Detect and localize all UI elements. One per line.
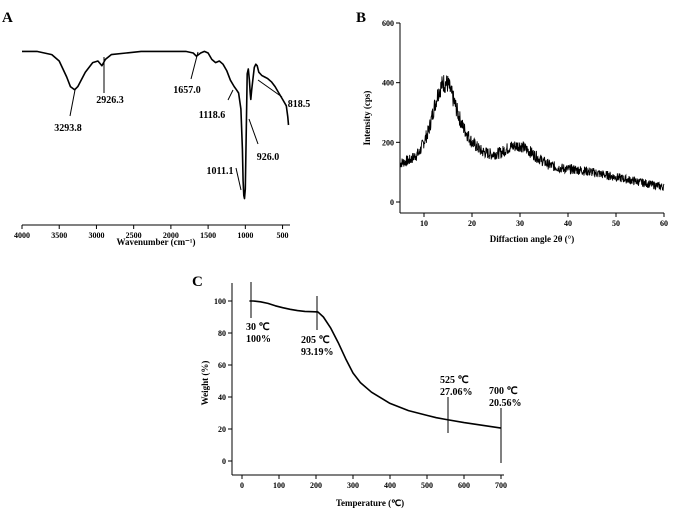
leader-1011 xyxy=(235,167,242,191)
c-x-tick-label: 0 xyxy=(240,481,244,490)
peak-label-3293: 3293.8 xyxy=(54,123,82,134)
panel-b-xrd-chart: 10 20 30 40 50 60 0 200 400 600 Diffaction angle… xyxy=(362,19,668,244)
panel-label-a: A xyxy=(2,10,13,26)
x-axis-label-b: Diffaction angle 2θ (°) xyxy=(490,234,575,244)
a-x-tick-label: 2500 xyxy=(126,231,142,240)
annotation-700c-weight: 20.56% xyxy=(489,398,522,409)
c-x-tick-label: 200 xyxy=(310,481,322,490)
c-y-tick-label: 80 xyxy=(218,329,226,338)
panel-c-tga-chart: 0 100 200 300 400 500 600 700 0 20 40 60 80 100 Temp… xyxy=(200,282,522,508)
a-x-tick-label: 4000 xyxy=(14,231,30,240)
a-x-tick-label: 2000 xyxy=(163,231,179,240)
xrd-pattern-line xyxy=(399,75,665,191)
leader-818 xyxy=(257,79,283,98)
c-y-tick-label: 0 xyxy=(222,457,226,466)
leader-1118 xyxy=(227,89,234,101)
leader-926 xyxy=(248,118,259,145)
b-x-tick-label: 10 xyxy=(420,219,428,228)
y-axis-label-b: Intensity (cps) xyxy=(362,91,372,146)
c-x-tick-label: 300 xyxy=(347,481,359,490)
b-x-tick-label: 40 xyxy=(564,219,572,228)
annotation-525c-temp: 525 ℃ xyxy=(440,375,469,386)
c-x-tick-label: 100 xyxy=(273,481,285,490)
c-y-tick-label: 20 xyxy=(218,425,226,434)
ftir-spectrum-line xyxy=(22,50,290,200)
b-x-tick-label: 50 xyxy=(612,219,620,228)
b-y-tick-label: 0 xyxy=(390,198,394,207)
panel-a-ftir-chart: 4000 3500 3000 2500 2000 1500 1000 500 Wavenumb… xyxy=(14,50,311,247)
c-y-tick-label: 100 xyxy=(214,297,226,306)
b-x-tick-label: 60 xyxy=(660,219,668,228)
x-axis-label-a: Wavenumber (cm⁻¹) xyxy=(116,237,195,247)
peak-label-2926: 2926.3 xyxy=(96,95,124,106)
c-y-tick-label: 60 xyxy=(218,361,226,370)
peak-label-1657: 1657.0 xyxy=(173,85,201,96)
c-y-tick-label: 40 xyxy=(218,393,226,402)
a-x-tick-label: 3000 xyxy=(88,231,104,240)
b-y-tick-label: 200 xyxy=(382,138,394,147)
peak-label-926: 926.0 xyxy=(257,152,280,163)
c-x-tick-label: 500 xyxy=(421,481,433,490)
a-x-tick-label: 3500 xyxy=(51,231,67,240)
a-x-tick-label: 1000 xyxy=(237,231,253,240)
peak-label-818: 818.5 xyxy=(288,99,311,110)
x-axis-label-c: Temperature (℃) xyxy=(336,498,404,508)
b-y-tick-label: 400 xyxy=(382,79,394,88)
b-y-tick-label: 600 xyxy=(382,19,394,28)
b-x-tick-label: 20 xyxy=(468,219,476,228)
panel-label-c: C xyxy=(192,274,203,290)
annotation-525c-weight: 27.06% xyxy=(440,387,473,398)
annotation-700c-temp: 700 ℃ xyxy=(489,386,518,397)
b-x-tick-label: 30 xyxy=(516,219,524,228)
c-x-tick-label: 700 xyxy=(495,481,507,490)
c-x-tick-label: 600 xyxy=(458,481,470,490)
leader-1657 xyxy=(190,51,199,80)
annotation-30c-weight: 100% xyxy=(246,334,271,345)
panel-label-b: B xyxy=(356,10,366,26)
c-x-tick-label: 400 xyxy=(384,481,396,490)
tga-curve-line xyxy=(249,300,502,429)
annotation-30c-temp: 30 ℃ xyxy=(246,322,270,333)
peak-label-1118: 1118.6 xyxy=(199,110,225,121)
annotation-205c-temp: 205 ℃ xyxy=(301,335,330,346)
peak-label-1011: 1011.1 xyxy=(207,166,234,177)
annotation-205c-weight: 93.19% xyxy=(301,347,334,358)
a-x-tick-label: 500 xyxy=(277,231,289,240)
leader-3293 xyxy=(69,89,76,117)
y-axis-label-c: Weight (%) xyxy=(200,361,210,406)
a-x-tick-label: 1500 xyxy=(200,231,216,240)
